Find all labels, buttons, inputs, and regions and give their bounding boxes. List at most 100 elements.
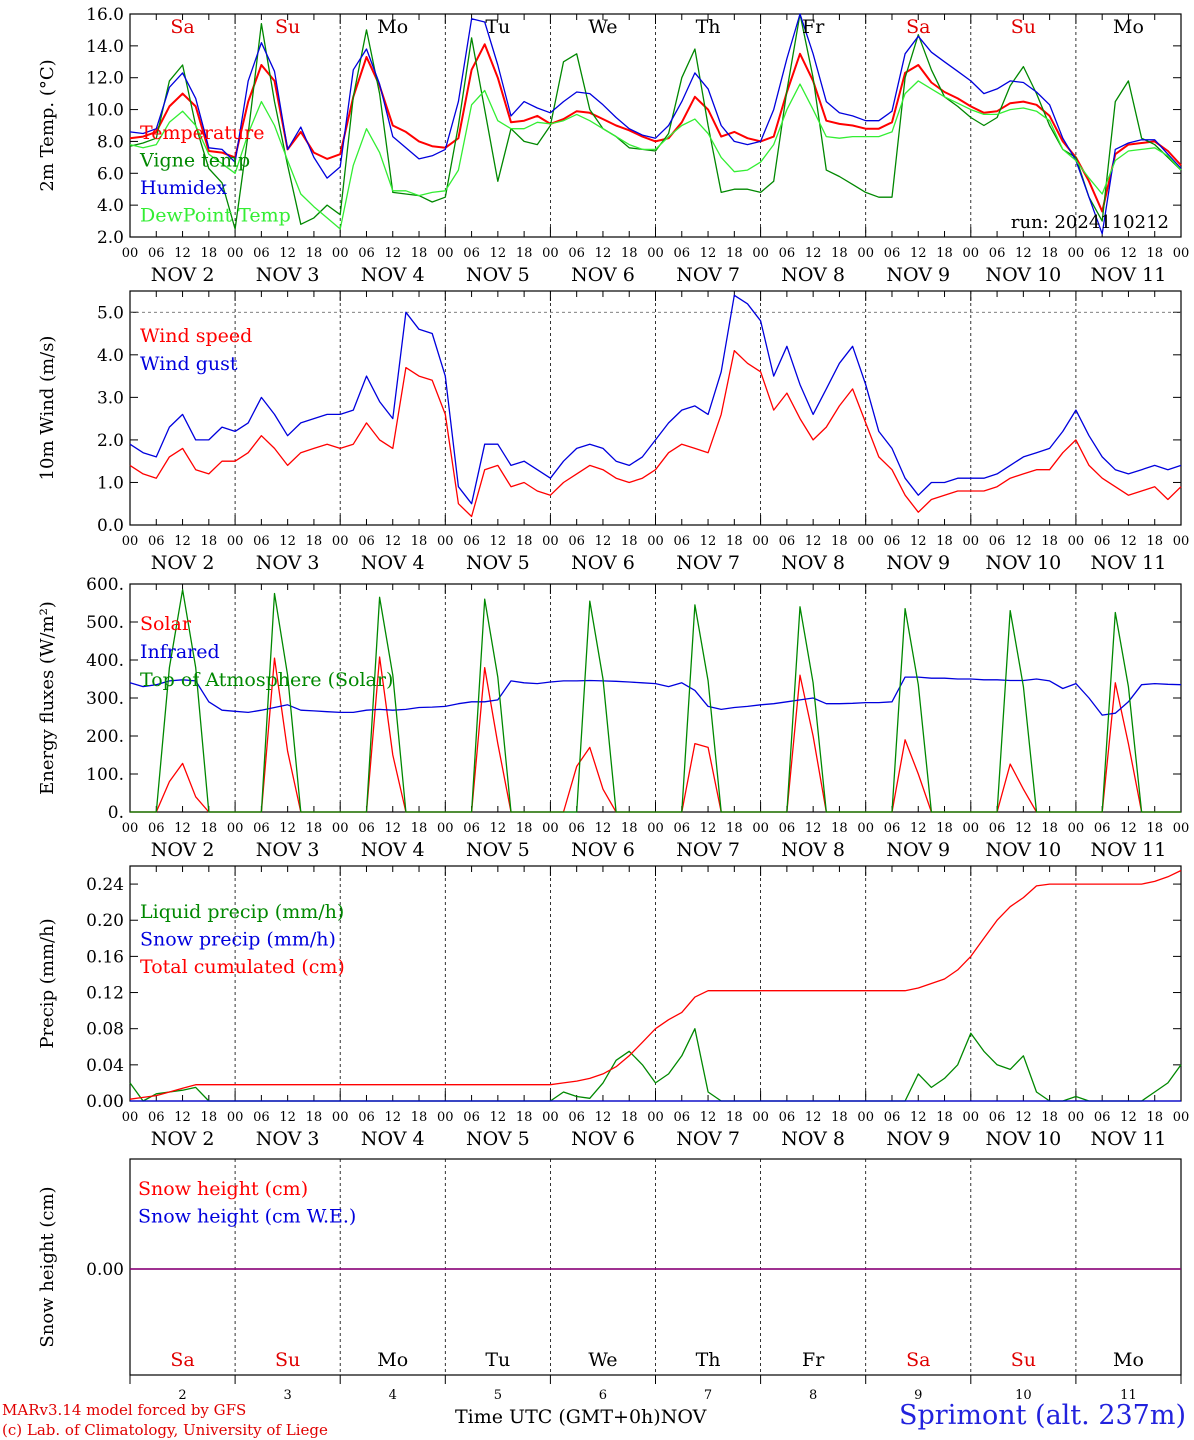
y-axis-label: 2m Temp. (°C) [37,59,58,191]
series-line [130,589,1181,813]
hour-tick-label: 12 [805,821,822,836]
hour-tick-label: 12 [174,1110,191,1125]
day-number: 3 [284,1388,292,1400]
hour-tick-label: 12 [700,534,717,549]
hour-tick-label: 00 [542,246,559,261]
day-label: NOV 9 [886,264,950,286]
hour-tick-label: 12 [279,534,296,549]
day-label: NOV 11 [1091,264,1167,286]
day-label: NOV 2 [151,839,215,861]
hour-tick-label: 06 [568,246,585,261]
hour-tick-label: 18 [1041,246,1058,261]
y-tick-label: 0.08 [86,1020,124,1040]
hour-tick-label: 12 [174,534,191,549]
legend-entry: Snow precip (mm/h) [140,929,336,951]
hour-tick-label: 18 [516,534,533,549]
day-label: NOV 4 [361,552,425,574]
hour-tick-label: 18 [516,1110,533,1125]
day-label: NOV 11 [1091,552,1167,574]
hour-tick-label: 06 [884,821,901,836]
meteogram-svg: 2.0 4.0 6.0 8.0 10.0 12.0 14.0 16.0 2m Temp. (°C… [37,5,1190,1400]
hour-tick-label: 06 [148,1110,165,1125]
hour-tick-label: 06 [1094,534,1111,549]
y-tick-label: 200. [86,727,124,747]
hour-tick-label: 18 [201,534,218,549]
day-of-week-bottom: Mo [1113,1349,1144,1371]
hour-tick-label: 06 [148,821,165,836]
hour-tick-label: 12 [384,821,401,836]
hour-tick-label: 00 [332,534,349,549]
hour-tick-label: 00 [1068,821,1085,836]
hour-tick-label: 18 [201,246,218,261]
y-tick-label: 2.0 [97,431,124,451]
hour-tick-label: 12 [1015,1110,1032,1125]
hour-tick-label: 06 [1094,1110,1111,1125]
hour-tick-label: 12 [910,534,927,549]
legend-entry: Snow height (cm W.E.) [138,1206,356,1228]
hour-tick-label: 12 [279,821,296,836]
day-label: NOV 11 [1091,1128,1167,1150]
hour-tick-label: 18 [726,534,743,549]
hour-tick-label: 18 [1146,246,1163,261]
y-axis-label: 10m Wind (m/s) [37,336,58,481]
hour-tick-label: 06 [253,1110,270,1125]
hour-tick-label: 00 [647,246,664,261]
hour-tick-label: 18 [1146,821,1163,836]
day-of-week-top: Sa [906,16,930,38]
day-number: 11 [1120,1388,1137,1400]
day-label: NOV 4 [361,1128,425,1150]
day-label: NOV 3 [256,552,320,574]
model-credit: MARv3.14 model forced by GFS [2,1401,247,1419]
hour-tick-label: 12 [490,821,507,836]
hour-tick-label: 06 [1094,821,1111,836]
day-label: NOV 4 [361,264,425,286]
day-label: NOV 10 [985,552,1061,574]
day-label: NOV 9 [886,552,950,574]
hour-tick-label: 06 [148,534,165,549]
day-label: NOV 5 [466,552,530,574]
hour-tick-label: 00 [332,1110,349,1125]
hour-tick-label: 00 [332,246,349,261]
hour-tick-label: 00 [227,246,244,261]
day-of-week-top: We [588,16,617,38]
y-tick-label: 5.0 [97,303,124,323]
y-tick-label: 0.12 [86,984,124,1004]
day-label: NOV 8 [781,552,845,574]
day-of-week-bottom: Su [1011,1349,1036,1371]
y-tick-label: 400. [86,651,124,671]
day-of-week-bottom: We [588,1349,617,1371]
hour-tick-label: 00 [963,1110,980,1125]
y-tick-label: 1.0 [97,473,124,493]
y-axis-label: Snow height (cm) [37,1186,58,1347]
day-label: NOV 6 [571,1128,635,1150]
hour-tick-label: 18 [411,1110,428,1125]
hour-tick-label: 00 [437,246,454,261]
y-tick-label: 4.0 [97,196,124,216]
hour-tick-label: 18 [306,534,323,549]
hour-tick-label: 00 [1173,821,1190,836]
day-label: NOV 6 [571,839,635,861]
hour-tick-label: 18 [201,1110,218,1125]
legend-entry: Snow height (cm) [138,1178,308,1200]
hour-tick-label: 06 [779,821,796,836]
hour-tick-label: 00 [542,534,559,549]
hour-tick-label: 06 [358,1110,375,1125]
hour-tick-label: 12 [279,246,296,261]
hour-tick-label: 12 [700,246,717,261]
day-of-week-bottom: Fr [802,1349,825,1371]
hour-tick-label: 06 [674,1110,691,1125]
y-tick-label: 4.0 [97,346,124,366]
day-of-week-top: Th [696,16,721,38]
hour-tick-label: 12 [910,1110,927,1125]
run-label: run: 2024110212 [1011,212,1169,233]
hour-tick-label: 18 [831,246,848,261]
y-tick-label: 2.0 [97,228,124,248]
y-tick-label: 0. [108,803,124,823]
hour-tick-label: 00 [1173,246,1190,261]
hour-tick-label: 18 [1146,534,1163,549]
day-of-week-top: Su [275,16,300,38]
day-number: 5 [494,1388,502,1400]
hour-tick-label: 12 [174,821,191,836]
hour-tick-label: 06 [568,821,585,836]
